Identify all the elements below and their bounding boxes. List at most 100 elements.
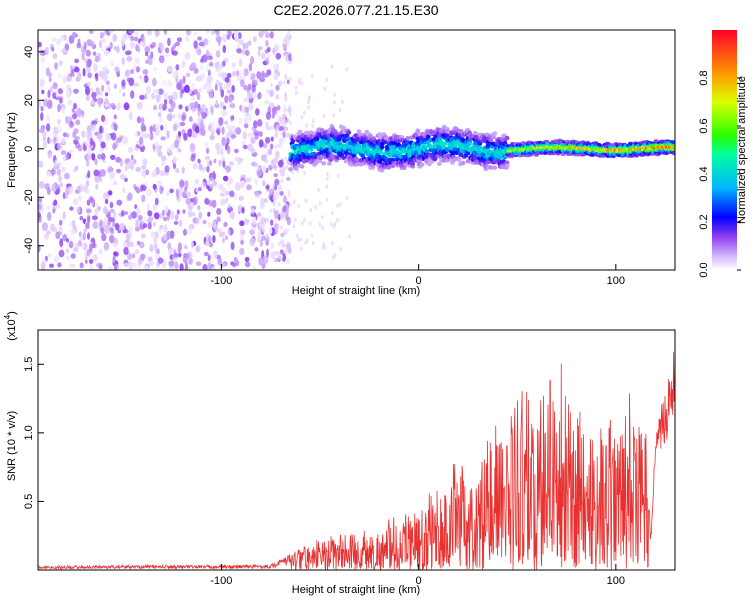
- y-tick-label: -40: [23, 238, 35, 254]
- spectrogram-cell: [282, 131, 286, 139]
- spectrogram-cell: [122, 187, 126, 194]
- spectrogram-cell: [57, 118, 61, 125]
- spectrogram-cell: [84, 139, 89, 147]
- spectrogram-cell: [425, 134, 431, 139]
- spectrogram-cell: [113, 83, 117, 89]
- spectrogram-cell: [240, 179, 245, 189]
- spectrogram-cell: [229, 190, 235, 198]
- spectrogram-cell: [40, 106, 44, 112]
- spectrogram-cell: [284, 249, 288, 255]
- spectrogram-cell: [242, 144, 248, 150]
- spectrogram-cell: [103, 50, 110, 56]
- spectrogram-cell: [83, 131, 88, 137]
- spectrogram-cell: [149, 44, 155, 49]
- spectrogram-cell: [268, 125, 271, 131]
- spectrogram-cell: [160, 46, 165, 52]
- spectrogram-cell: [356, 129, 362, 134]
- spectrogram-cell: [220, 89, 225, 98]
- colorbar-tick-label: 0.8: [698, 70, 710, 85]
- spectrogram-cell: [307, 105, 310, 110]
- spectrogram-cell: [66, 238, 69, 243]
- spectrogram-cell: [158, 55, 165, 64]
- spectrogram-cell: [219, 262, 226, 268]
- spectrogram-cell: [274, 178, 280, 186]
- spectrogram-cell: [325, 171, 329, 177]
- spectrogram-cell: [188, 223, 195, 230]
- spectrogram-cell: [254, 191, 261, 198]
- spectrogram-cell: [205, 109, 210, 115]
- spectrogram-cell: [57, 103, 61, 113]
- spectrogram-cell: [288, 53, 292, 62]
- spectrogram-cell: [166, 190, 170, 197]
- spectrogram-cells: [38, 30, 675, 270]
- snr-x-ticks: -100 0 100: [210, 564, 625, 587]
- spectrogram-cell: [150, 231, 156, 238]
- spectrogram-cell: [504, 135, 510, 141]
- spectrogram-cell: [153, 212, 160, 220]
- spectrogram-cell: [73, 102, 77, 110]
- spectrogram-cell: [52, 227, 58, 233]
- spectrogram-cell: [154, 197, 159, 206]
- spectrogram-cell: [113, 123, 118, 132]
- spectrogram-cell: [230, 134, 237, 139]
- spectrogram-cell: [40, 56, 46, 64]
- snr-series-line: [38, 351, 675, 570]
- spectrogram-cell: [254, 78, 258, 85]
- spectrogram-cell: [143, 265, 150, 270]
- spectrogram-cell: [138, 241, 145, 249]
- spectrogram-cell: [184, 245, 188, 250]
- spectrogram-cell: [265, 233, 269, 239]
- spectrogram-cell: [72, 113, 77, 120]
- spectrogram-cell: [653, 139, 659, 143]
- spectrogram-cell: [77, 71, 82, 80]
- spectrogram-cell: [86, 81, 91, 87]
- spectrogram-cell: [172, 156, 177, 164]
- spectrogram-cell: [250, 72, 256, 79]
- spectrogram-cell: [60, 150, 67, 156]
- spectrogram-cell: [175, 64, 180, 71]
- spectrogram-cell: [145, 86, 152, 94]
- spectrogram-cell: [283, 195, 287, 204]
- spectrogram-cell: [168, 260, 175, 267]
- spectrogram-cell: [218, 159, 222, 167]
- spectrogram-cell: [188, 250, 192, 259]
- spectrogram-cell: [117, 229, 122, 234]
- spectrogram-cell: [198, 163, 203, 171]
- spectrogram-cell: [46, 170, 51, 178]
- spectrogram-cell: [299, 246, 303, 251]
- spectrogram-cell: [96, 97, 103, 106]
- spectrogram-cell: [257, 230, 261, 240]
- spectrogram-cell: [221, 126, 225, 135]
- spectrogram-cell: [214, 62, 219, 70]
- spectrogram-cell: [103, 192, 107, 200]
- spectrogram-cell: [123, 211, 129, 216]
- spectrogram-cell: [144, 51, 149, 57]
- y-tick-label: 1.0: [23, 425, 35, 440]
- spectrogram-cell: [104, 224, 110, 234]
- spectrogram-cell: [281, 170, 285, 176]
- spectrogram-cell: [91, 91, 97, 99]
- spectrogram-cell: [38, 42, 42, 47]
- spectrogram-cell: [243, 97, 249, 102]
- spectrogram-cell: [258, 30, 264, 38]
- spectrogram-cell: [250, 55, 255, 65]
- spectrogram-cell: [73, 88, 79, 94]
- spectrogram-cell: [47, 136, 50, 145]
- spectrogram-cell: [131, 211, 137, 219]
- spectrogram-cell: [99, 125, 104, 134]
- spectrogram-cell: [48, 76, 52, 83]
- spectrogram-cell: [218, 117, 224, 126]
- spectrogram-cell: [109, 208, 115, 214]
- spectrogram-cell: [235, 260, 240, 267]
- spectrogram-cell: [189, 102, 195, 107]
- spectrogram-cell: [286, 176, 291, 181]
- spectrogram-cell: [194, 101, 199, 109]
- spectrogram-cell: [124, 166, 128, 172]
- spectrogram-cell: [141, 165, 147, 170]
- spectrogram-cell: [492, 165, 497, 170]
- spectrogram-cell: [178, 219, 183, 227]
- spectrogram-cell: [285, 210, 289, 215]
- spectrogram-cell: [321, 225, 324, 231]
- spectrogram-cell: [333, 252, 337, 258]
- y-tick-label: 0.5: [23, 494, 35, 509]
